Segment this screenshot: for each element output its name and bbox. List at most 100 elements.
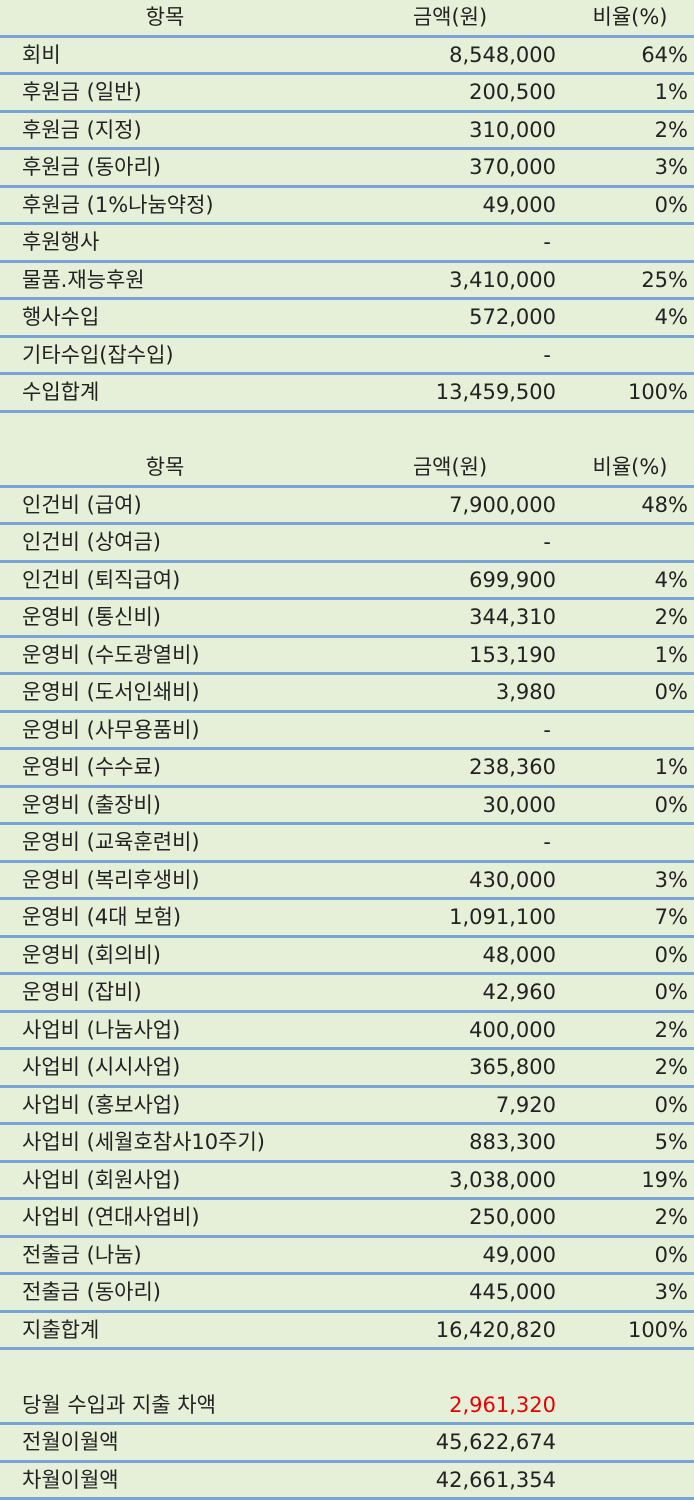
table-row: 사업비 (나눔사업) 400,000 2% xyxy=(0,1013,694,1050)
item-label: 물품.재능후원 xyxy=(22,267,145,292)
amount-value: 572,000 xyxy=(469,305,556,329)
amount-value: 400,000 xyxy=(469,1017,556,1042)
item-label: 사업비 (시시사업) xyxy=(22,1055,181,1079)
table-row: 운영비 (출장비) 30,000 0% xyxy=(0,788,694,825)
amount-value: 153,190 xyxy=(469,642,556,667)
amount-value: 13,459,500 xyxy=(435,380,556,404)
item-label: 운영비 (도서인쇄비) xyxy=(22,680,200,704)
ratio-value: 48% xyxy=(641,492,688,517)
ratio-value: 4% xyxy=(654,567,688,592)
item-label: 인건비 (급여) xyxy=(22,492,142,517)
table-row: 인건비 (급여) 7,900,000 48% xyxy=(0,488,694,525)
item-label: 회비 xyxy=(22,42,61,67)
amount-value: 3,980 xyxy=(495,680,556,704)
amount-value: 49,000 xyxy=(482,1242,556,1267)
table-row: 전월이월액 45,622,674 xyxy=(0,1425,694,1463)
header-row: 항목 금액(원) 비율(%) xyxy=(0,450,694,488)
item-label: 사업비 (홍보사업) xyxy=(22,1092,181,1117)
item-label: 행사수입 xyxy=(22,305,100,329)
amount-value: 365,800 xyxy=(469,1055,556,1079)
ratio-value: 4% xyxy=(654,305,688,329)
spacer xyxy=(0,1350,694,1388)
header-amount: 금액(원) xyxy=(412,5,488,29)
table-row: 사업비 (세월호참사10주기) 883,300 5% xyxy=(0,1125,694,1163)
item-label: 인건비 (퇴직급여) xyxy=(22,567,181,592)
item-label: 전월이월액 xyxy=(22,1430,119,1454)
amount-value: 883,300 xyxy=(469,1130,556,1154)
ratio-value: 0% xyxy=(654,680,688,704)
amount-value: - xyxy=(543,717,551,742)
item-label: 운영비 (수도광열비) xyxy=(22,642,200,667)
amount-value: 8,548,000 xyxy=(449,42,556,67)
amount-value: 238,360 xyxy=(469,755,556,779)
amount-value: 370,000 xyxy=(469,155,556,179)
table-row: 운영비 (복리후생비) 430,000 3% xyxy=(0,863,694,900)
table-row: 사업비 (시시사업) 365,800 2% xyxy=(0,1050,694,1088)
table-row: 운영비 (통신비) 344,310 2% xyxy=(0,600,694,638)
amount-value: 200,500 xyxy=(469,80,556,104)
table-row: 기타수입(잡수입) - xyxy=(0,338,694,375)
item-label: 운영비 (잡비) xyxy=(22,980,142,1004)
table-row: 당월 수입과 지출 차액 2,961,320 xyxy=(0,1388,694,1425)
table-row: 운영비 (사무용품비) - xyxy=(0,713,694,750)
ratio-value: 64% xyxy=(641,42,688,67)
ratio-value: 0% xyxy=(654,792,688,817)
item-label: 후원금 (1%나눔약정) xyxy=(22,192,214,217)
amount-value: 49,000 xyxy=(482,192,556,217)
item-label: 기타수입(잡수입) xyxy=(22,342,174,367)
item-label: 사업비 (나눔사업) xyxy=(22,1017,181,1042)
amount-value: 3,410,000 xyxy=(449,267,556,292)
item-label: 수입합계 xyxy=(22,380,100,404)
item-label: 전출금 (동아리) xyxy=(22,1280,161,1304)
table-row: 지출합계 16,420,820 100% xyxy=(0,1313,694,1350)
amount-value: - xyxy=(543,342,551,367)
item-label: 지출합계 xyxy=(22,1317,100,1342)
header-item: 항목 xyxy=(145,455,185,479)
item-label: 운영비 (복리후생비) xyxy=(22,867,200,892)
table-row: 차월이월액 42,661,354 xyxy=(0,1463,694,1500)
table-row: 후원금 (1%나눔약정) 49,000 0% xyxy=(0,188,694,225)
table-row: 행사수입 572,000 4% xyxy=(0,300,694,338)
item-label: 후원금 (일반) xyxy=(22,80,142,104)
ratio-value: 1% xyxy=(654,642,688,667)
amount-value: - xyxy=(543,830,551,854)
ratio-value: 1% xyxy=(654,80,688,104)
table-row: 후원금 (지정) 310,000 2% xyxy=(0,113,694,150)
table-row: 인건비 (퇴직급여) 699,900 4% xyxy=(0,563,694,600)
ratio-value: 0% xyxy=(654,980,688,1004)
ratio-value: 100% xyxy=(627,1317,688,1342)
amount-value: 3,038,000 xyxy=(449,1167,556,1192)
amount-value: 430,000 xyxy=(469,867,556,892)
table-row: 운영비 (수도광열비) 153,190 1% xyxy=(0,638,694,675)
table-row: 전출금 (동아리) 445,000 3% xyxy=(0,1275,694,1313)
table-row: 후원금 (일반) 200,500 1% xyxy=(0,75,694,113)
table-row: 사업비 (홍보사업) 7,920 0% xyxy=(0,1088,694,1125)
item-label: 후원행사 xyxy=(22,230,100,254)
amount-value: 1,091,100 xyxy=(449,905,556,929)
item-label: 운영비 (회의비) xyxy=(22,942,161,967)
ratio-value: 19% xyxy=(641,1167,688,1192)
table-row: 운영비 (잡비) 42,960 0% xyxy=(0,975,694,1013)
table-row: 운영비 (4대 보험) 1,091,100 7% xyxy=(0,900,694,938)
amount-value: 42,960 xyxy=(482,980,556,1004)
item-label: 후원금 (지정) xyxy=(22,117,142,142)
amount-value: 2,961,320 xyxy=(449,1392,556,1417)
amount-value: 30,000 xyxy=(482,792,556,817)
table-row: 전출금 (나눔) 49,000 0% xyxy=(0,1238,694,1275)
ratio-value: 3% xyxy=(654,155,688,179)
ratio-value: 0% xyxy=(654,1242,688,1267)
item-label: 운영비 (사무용품비) xyxy=(22,717,200,742)
header-row: 항목 금액(원) 비율(%) xyxy=(0,0,694,38)
table-row: 후원금 (동아리) 370,000 3% xyxy=(0,150,694,188)
amount-value: 699,900 xyxy=(469,567,556,592)
ratio-value: 3% xyxy=(654,1280,688,1304)
item-label: 사업비 (연대사업비) xyxy=(22,1205,200,1229)
header-ratio: 비율(%) xyxy=(592,5,668,29)
item-label: 운영비 (통신비) xyxy=(22,605,161,629)
ratio-value: 0% xyxy=(654,192,688,217)
ratio-value: 1% xyxy=(654,755,688,779)
ratio-value: 2% xyxy=(654,1055,688,1079)
ratio-value: 2% xyxy=(654,1205,688,1229)
item-label: 인건비 (상여금) xyxy=(22,530,161,554)
